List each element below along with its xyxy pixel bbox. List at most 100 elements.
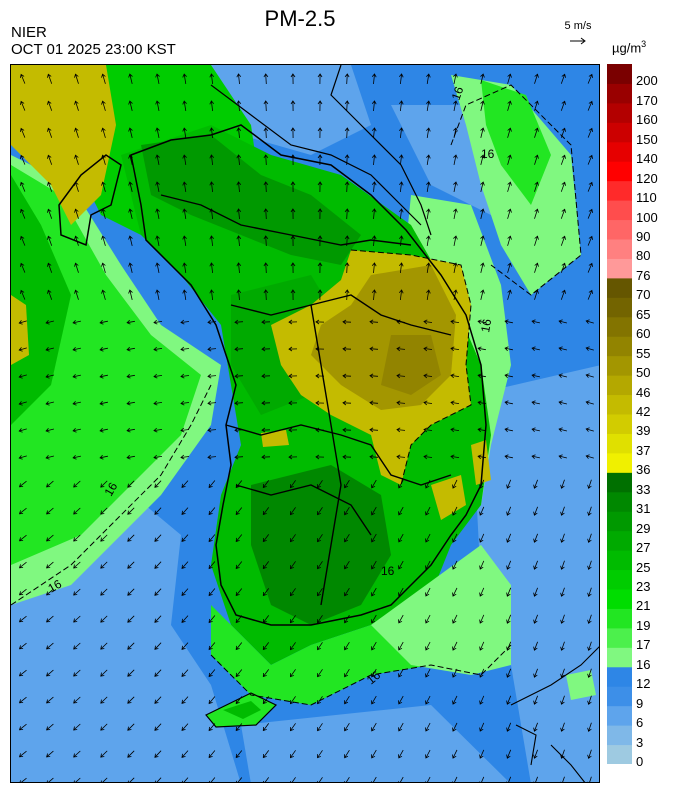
wind-arrow-292 (180, 427, 190, 433)
wind-arrow-571 (587, 749, 592, 759)
wind-arrow-397 (46, 561, 54, 569)
wind-arrow-306 (558, 427, 567, 432)
wind-arrow-450 (289, 615, 296, 624)
wind-arrow-510 (127, 696, 135, 704)
wind-arrow-423 (154, 588, 162, 596)
colorbar-bin-0 (607, 744, 632, 764)
wind-arrow-81 (426, 154, 431, 165)
colorbar-tick-90: 90 (636, 229, 651, 244)
wind-arrow-511 (154, 696, 162, 704)
wind-arrow-339 (262, 480, 270, 489)
wind-arrow-431 (371, 587, 377, 597)
colorbar-bin-140 (607, 141, 632, 162)
wind-arrow-120 (290, 208, 296, 220)
unit-base: µg/m (612, 40, 642, 56)
colorbar-tick-120: 120 (636, 170, 658, 186)
wind-arrow-468 (181, 642, 189, 650)
wind-arrow-6 (182, 73, 187, 84)
wind-arrow-338 (235, 480, 243, 489)
wind-arrow-220 (18, 347, 27, 352)
wind-arrow-356 (127, 507, 135, 515)
wind-arrow-327 (531, 454, 540, 459)
wind-arrow-428 (289, 588, 296, 597)
wind-arrow-486 (73, 669, 81, 677)
wind-arrow-188 (344, 289, 350, 301)
wind-arrow-104 (453, 181, 458, 192)
yellow-small-1 (431, 475, 466, 520)
wind-arrow-111 (47, 208, 53, 219)
wind-arrow-274 (288, 400, 298, 406)
wind-arrow-512 (181, 696, 189, 704)
colorbar-tick-65: 65 (636, 306, 651, 322)
wind-arrow-534 (181, 723, 189, 731)
wind-arrow-516 (289, 696, 296, 705)
wind-arrow-370 (506, 506, 512, 516)
wind-arrow-157 (101, 262, 106, 273)
wind-arrow-162 (236, 262, 242, 274)
wind-arrow-552 (73, 750, 81, 758)
colorbar-bin-42 (607, 394, 632, 415)
wind-arrow-176 (20, 289, 26, 300)
wind-arrow-77 (317, 154, 323, 166)
wind-arrow-367 (425, 506, 431, 516)
colorbar-tick-labels: 0 3 6 9 12 16 17 19 21 23 25 27 29 31 33 36 37 39 42 46 50 55… (636, 64, 672, 784)
wind-arrow-304 (504, 427, 513, 433)
wind-arrow-501 (479, 668, 485, 678)
wind-arrow-520 (398, 695, 404, 705)
wind-arrow-584 (344, 776, 350, 782)
wind-arrow-346 (452, 479, 458, 489)
wind-arrow-586 (398, 776, 404, 782)
wind-arrow-192 (453, 289, 458, 300)
pm25-concentration-map[interactable]: 16 16 16 16 16 16 16 (10, 64, 600, 783)
wind-arrow-392 (506, 533, 512, 543)
wind-arrow-75 (263, 154, 269, 166)
wind-arrow-182 (182, 289, 187, 300)
wind-arrow-466 (127, 642, 135, 650)
wind-arrow-308 (18, 455, 27, 460)
wind-arrow-514 (235, 696, 243, 705)
wind-arrow-279 (423, 400, 433, 406)
wind-arrow-22 (20, 100, 26, 111)
colorbar-bin-80 (607, 239, 632, 259)
wind-arrow-217 (531, 319, 540, 324)
wind-arrow-97 (263, 181, 269, 193)
wind-arrow-203 (153, 319, 163, 325)
wind-arrow-368 (452, 506, 458, 516)
wind-arrow-116 (182, 208, 187, 219)
wind-arrow-202 (126, 319, 135, 325)
wind-arrow-191 (426, 289, 431, 300)
wind-arrow-294 (234, 427, 244, 433)
wind-arrow-168 (398, 262, 404, 274)
wind-arrow-230 (288, 346, 298, 352)
wind-arrow-507 (46, 696, 54, 704)
wind-arrow-440 (18, 615, 27, 623)
wind-arrow-7 (209, 73, 215, 85)
wind-arrow-45 (47, 127, 53, 138)
peninsula-coastline (130, 124, 487, 626)
wind-arrow-193 (480, 289, 485, 300)
wind-arrow-127 (480, 208, 485, 219)
wind-arrow-128 (507, 208, 512, 219)
colorbar-tick-76: 76 (636, 267, 651, 283)
wind-arrow-73 (209, 154, 215, 166)
wind-arrow-563 (371, 749, 377, 759)
wind-arrow-265 (45, 401, 54, 406)
wind-arrow-538 (289, 723, 296, 732)
wind-arrow-504 (560, 668, 565, 678)
colorbar-tick-50: 50 (636, 365, 651, 381)
wind-arrow-94 (182, 181, 187, 192)
wind-arrow-509 (100, 696, 108, 704)
wind-arrow-0 (20, 73, 26, 84)
wind-arrow-351 (587, 479, 592, 489)
wind-arrow-340 (289, 480, 296, 489)
wind-arrow-323 (423, 454, 433, 460)
wind-arrow-434 (452, 587, 458, 597)
wind-arrow-23 (47, 100, 53, 111)
wind-arrow-293 (207, 427, 217, 433)
wind-arrow-209 (315, 319, 325, 325)
wind-arrow-549 (587, 722, 592, 732)
wind-arrow-445 (154, 615, 162, 623)
wind-arrow-222 (72, 347, 81, 352)
wind-arrow-497 (371, 668, 377, 678)
wind-arrow-325 (477, 454, 486, 460)
